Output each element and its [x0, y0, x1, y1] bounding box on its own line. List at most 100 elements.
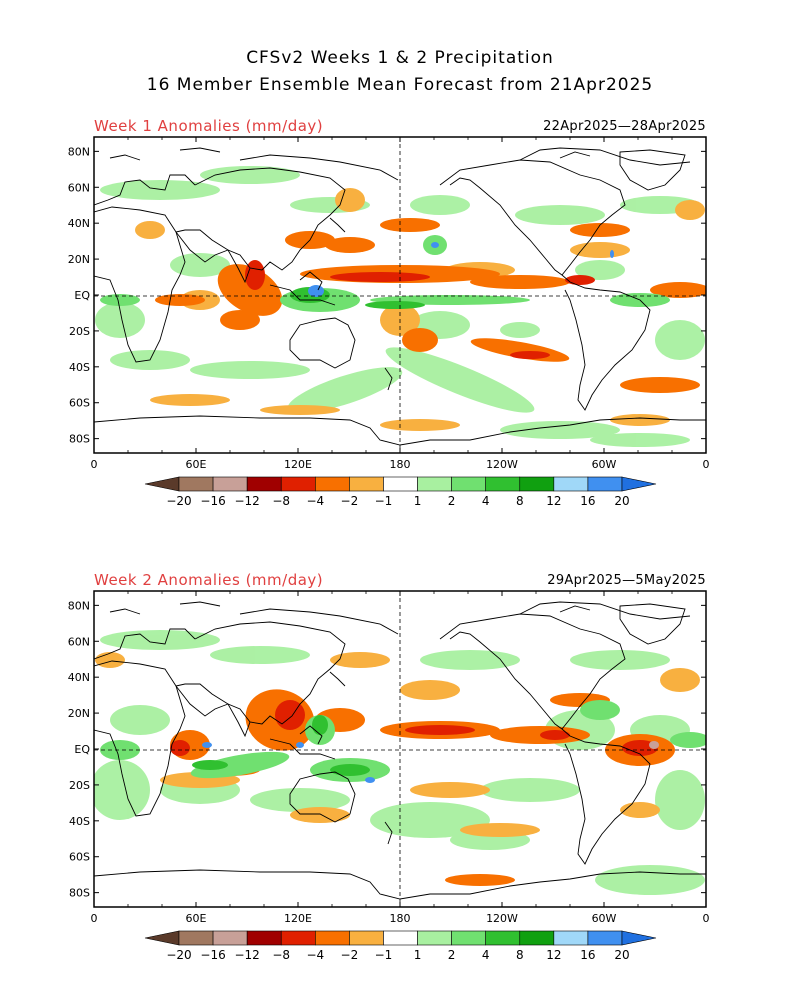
week1-colorbar-label: 1 — [414, 494, 422, 508]
week2-colorbar-label: 8 — [516, 948, 524, 962]
week2-colorbar-label: −20 — [166, 948, 191, 962]
week2-colorbar-swatch — [519, 930, 555, 946]
week2-colorbar-swatch — [417, 930, 452, 946]
week2-lat-tick-label: 20S — [69, 779, 90, 792]
week1-colorbar-label: −16 — [200, 494, 225, 508]
week1-lat-tick-label: 80N — [68, 145, 90, 158]
week2-lat-tick-label: 60S — [69, 851, 90, 864]
week1-lon-tick-label: 60W — [592, 458, 617, 471]
week2-colorbar-high-arrow — [621, 930, 657, 946]
week1-colorbar-swatch — [519, 476, 555, 492]
week2-colorbar-label: 4 — [482, 948, 490, 962]
week2-colorbar-swatch — [553, 930, 589, 946]
week1-title: Week 1 Anomalies (mm/day) — [94, 117, 324, 135]
week2-lat-tick-label: 20N — [68, 707, 90, 720]
week1-colorbar-label: −20 — [166, 494, 191, 508]
week1-colorbar-swatch — [178, 476, 214, 492]
week1-lat-tick-label: 60N — [68, 181, 90, 194]
week2-lon-tick-label: 0 — [91, 912, 98, 925]
week2-colorbar-label: −8 — [272, 948, 290, 962]
week1-dates: 22Apr2025—28Apr2025 — [543, 119, 706, 134]
week2-colorbar-label: 1 — [414, 948, 422, 962]
week2-lat-tick-label: 40N — [68, 671, 90, 684]
week2-title: Week 2 Anomalies (mm/day) — [94, 571, 324, 589]
figure-title-line2: 16 Member Ensemble Mean Forecast from 21… — [146, 75, 654, 95]
week1-lat-tick-label: EQ — [74, 289, 90, 302]
week2-colorbar-swatch — [246, 930, 282, 946]
week1-lon-tick-label: 180 — [390, 458, 411, 471]
week2-colorbar: −20 −16 −12 −8 −4 −2 −1 1 2 4 8 12 16 20 — [144, 930, 657, 962]
week2-coastlines — [94, 601, 706, 900]
week2-colorbar-label: −1 — [375, 948, 393, 962]
week1-lon-tick-label: 120E — [284, 458, 312, 471]
week1-colorbar-label: −12 — [234, 494, 259, 508]
week1-colorbar-swatch — [315, 476, 350, 492]
week1-lon-tick-label: 0 — [703, 458, 710, 471]
week2-lon-tick-label: 120E — [284, 912, 312, 925]
week1-colorbar-swatch — [553, 476, 589, 492]
week2-colorbar-swatch — [587, 930, 623, 946]
week1-lon-tick-label: 0 — [91, 458, 98, 471]
week1-lat-tick-label: 40N — [68, 217, 90, 230]
week1-coastlines — [94, 147, 706, 446]
week1-colorbar: −20 −16 −12 −8 −4 −2 −1 1 2 4 8 12 16 20 — [144, 476, 657, 508]
week2-colorbar-swatch — [451, 930, 486, 946]
week1-colorbar-label: 12 — [546, 494, 561, 508]
week2-lat-tick-label: 80S — [69, 887, 90, 900]
week1-colorbar-label: −2 — [341, 494, 359, 508]
week2-colorbar-label: −16 — [200, 948, 225, 962]
week2-lat-tick-label: 40S — [69, 815, 90, 828]
week1-colorbar-label: −1 — [375, 494, 393, 508]
week1-colorbar-label: 4 — [482, 494, 490, 508]
week2-colorbar-swatch — [315, 930, 350, 946]
week2-colorbar-label: −2 — [341, 948, 359, 962]
week2-colorbar-label: −12 — [234, 948, 259, 962]
week1-colorbar-swatch — [587, 476, 623, 492]
week1-colorbar-swatch — [212, 476, 248, 492]
week2-colorbar-label: 2 — [448, 948, 456, 962]
week2-lon-tick-label: 60E — [186, 912, 207, 925]
week2-colorbar-swatch — [383, 930, 418, 946]
week2-colorbar-label: −4 — [306, 948, 324, 962]
week1-lat-tick-label: 60S — [69, 397, 90, 410]
week2-anomaly-field — [94, 601, 706, 900]
week2-colorbar-low-arrow — [144, 930, 180, 946]
week1-colorbar-label: 20 — [614, 494, 629, 508]
week1-colorbar-swatch — [246, 476, 282, 492]
week2-lat-tick-label: EQ — [74, 743, 90, 756]
week2-lat-tick-label: 60N — [68, 635, 90, 648]
week1-colorbar-swatch — [349, 476, 384, 492]
week1-colorbar-label: −4 — [306, 494, 324, 508]
figure-title-line1: CFSv2 Weeks 1 & 2 Precipitation — [246, 48, 554, 68]
week1-lat-tick-label: 20S — [69, 325, 90, 338]
week2-colorbar-swatch — [349, 930, 384, 946]
week1-colorbar-swatch — [417, 476, 452, 492]
week2-lat-tick-label: 80N — [68, 599, 90, 612]
week1-colorbar-label: 2 — [448, 494, 456, 508]
week2-colorbar-swatch — [280, 930, 316, 946]
week2-colorbar-swatch — [485, 930, 521, 946]
week2-lon-tick-label: 120W — [486, 912, 518, 925]
week1-colorbar-swatch — [451, 476, 486, 492]
week1-colorbar-swatch — [383, 476, 418, 492]
week1-lat-tick-label: 80S — [69, 433, 90, 446]
week1-colorbar-label: 8 — [516, 494, 524, 508]
week1-lat-tick-label: 40S — [69, 361, 90, 374]
week2-lon-tick-label: 180 — [390, 912, 411, 925]
week1-colorbar-label: −8 — [272, 494, 290, 508]
week2-colorbar-label: 20 — [614, 948, 629, 962]
week1-colorbar-swatch — [485, 476, 521, 492]
week1-lon-tick-label: 60E — [186, 458, 207, 471]
week1-lon-tick-label: 120W — [486, 458, 518, 471]
week2-lon-tick-label: 60W — [592, 912, 617, 925]
week1-colorbar-swatch — [280, 476, 316, 492]
week1-colorbar-label: 16 — [580, 494, 595, 508]
week2-colorbar-label: 16 — [580, 948, 595, 962]
week1-colorbar-high-arrow — [621, 476, 657, 492]
week2-colorbar-label: 12 — [546, 948, 561, 962]
